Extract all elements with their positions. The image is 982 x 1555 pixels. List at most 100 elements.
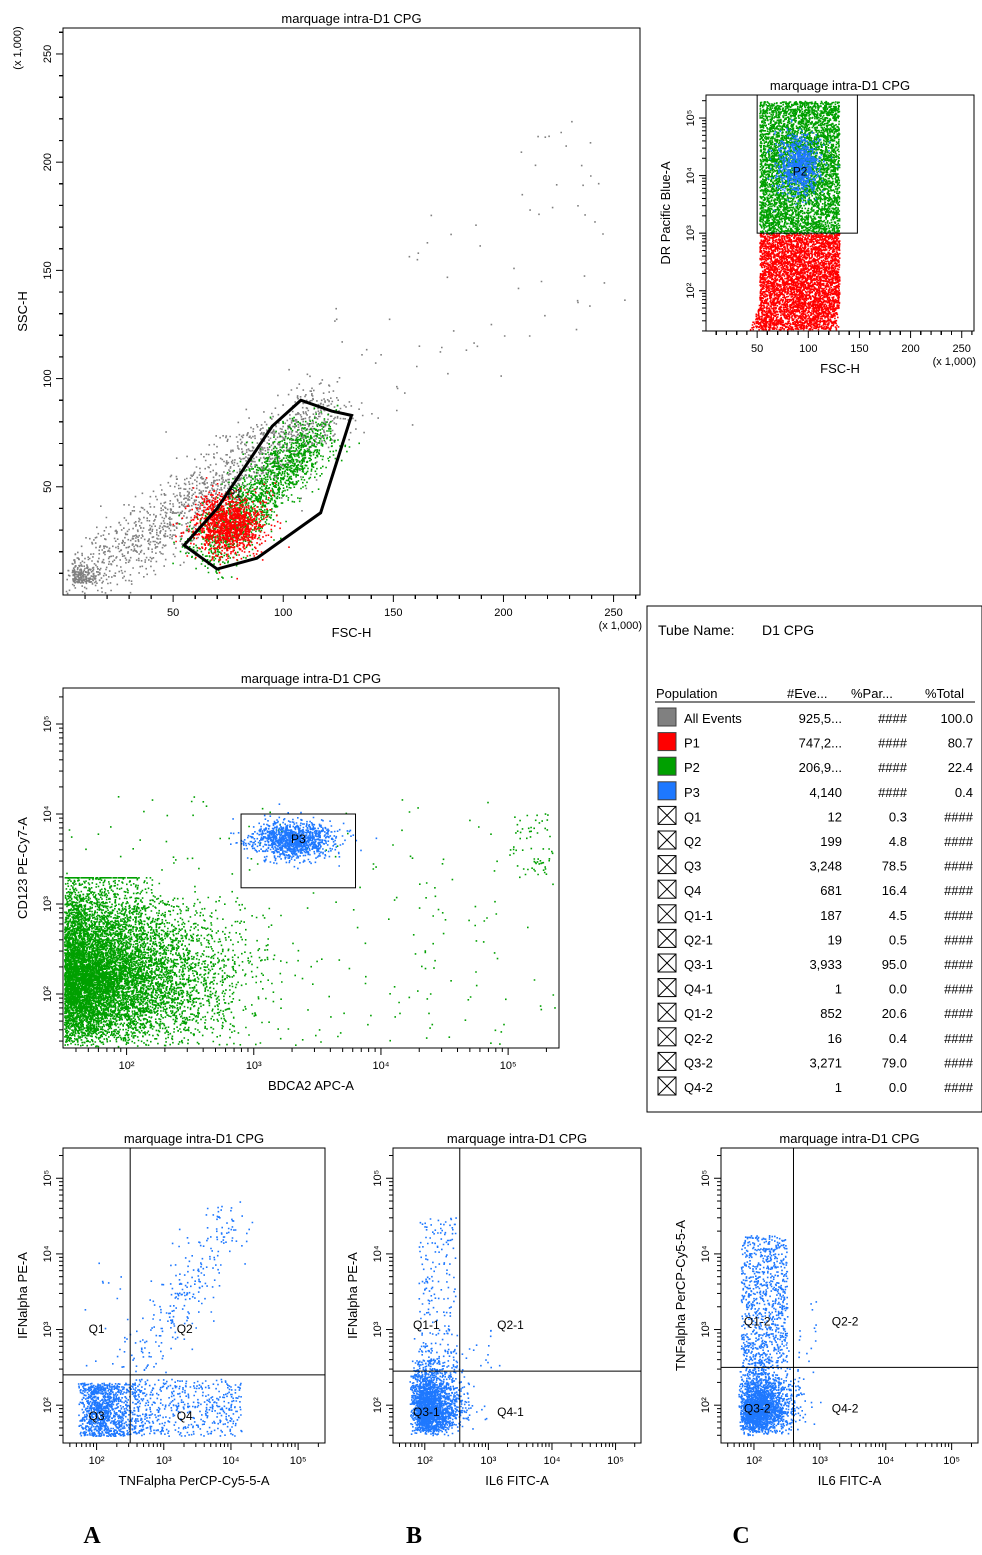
quadrant-label-q1: Q1-2 [744,1314,771,1328]
table-cell-percent-total: #### [944,883,974,898]
population-color-swatch [657,732,677,752]
panel-letter-b: B [406,1523,422,1549]
x-tick-label-main: 250 [604,607,622,619]
table-cell-population: Q1 [684,809,701,824]
x-tick-label-dr: 200 [901,343,919,355]
table-cell-percent-total: 80.7 [948,736,973,751]
table-cell-population: Q3-1 [684,957,713,972]
checkbox-cross-line [657,904,677,924]
y-tick-label-A: 10⁴ [42,1245,54,1262]
x-tick-label-main: 150 [384,607,402,619]
x-axis-label-A: TNFalpha PerCP-Cy5-5-A [119,1473,270,1488]
table-cell-population: Q2-2 [684,1031,713,1046]
table-cell-percent-parent: 95.0 [882,957,907,972]
y-tick-label-C: 10⁴ [700,1245,712,1262]
table-row: Q3 3,248 78.5 #### [657,855,974,875]
table-row: Q2-1 19 0.5 #### [657,928,974,948]
table-cell-percent-total: #### [944,859,974,874]
y-tick-label-dr: 10⁴ [685,167,697,184]
plot-title-C: marquage intra-D1 CPG [779,1131,919,1146]
checkbox-cross-line [657,929,677,948]
table-cell-percent-parent: 78.5 [882,859,907,874]
checkbox-cross-line [657,1027,677,1047]
table-cell-population: P1 [684,736,700,751]
table-cell-events: 925,5... [799,711,842,726]
x-tick-label-dr: 100 [799,343,817,355]
y-tick-label-B: 10⁴ [372,1245,384,1262]
x-tick-label-A: 10⁵ [290,1455,307,1467]
table-cell-population: Q1-1 [684,908,713,923]
table-row: Q4-1 1 0.0 #### [657,978,974,998]
x-tick-label-main: 50 [167,607,179,619]
table-row: P2 206,9... #### 22.4 [657,756,973,776]
y-tick-label-main: 50 [42,481,54,493]
table-row: P1 747,2... #### 80.7 [657,732,973,752]
population-p3-dots [77,1201,254,1437]
y-tick-label-B: 10⁵ [372,1170,384,1187]
tube-name-value: D1 CPG [762,622,814,638]
y-tick-label-A: 10⁵ [42,1170,54,1187]
table-cell-events: 199 [820,834,842,849]
population-p3-dots [766,119,840,212]
x-tick-label-A: 10⁴ [222,1455,239,1467]
table-row: Q3-1 3,933 95.0 #### [657,953,974,973]
table-cell-percent-total: #### [944,908,974,923]
plot-title-B: marquage intra-D1 CPG [447,1131,587,1146]
table-row: All Events 925,5... #### 100.0 [657,707,973,727]
table-cell-events: 3,271 [809,1055,842,1070]
table-cell-percent-parent: 4.5 [889,908,907,923]
y-tick-label-bdca: 10⁴ [42,805,54,822]
y-tick-label-dr: 10⁵ [685,110,697,127]
gate-p3-rect [240,813,357,889]
x-tick-label-bdca: 10³ [246,1060,262,1072]
y-tick-label-bdca: 10³ [42,896,54,912]
plot-quadrant-C: marquage intra-D1 CPG 10² 10³ 10⁴ 10⁵ 10² 10³ 1… [673,1131,979,1488]
table-cell-events: 747,2... [799,736,842,751]
table-cell-events: 19 [828,932,842,947]
x-axis-label-dr: FSC-H [820,361,860,376]
x-unit-label-main: (x 1,000) [599,620,642,632]
table-cell-percent-parent: #### [878,711,908,726]
table-cell-events: 12 [828,809,842,824]
y-axis-label-C: TNFalpha PerCP-Cy5-5-A [673,1220,688,1371]
table-cell-percent-total: #### [944,809,974,824]
table-cell-percent-parent: 79.0 [882,1055,907,1070]
gate-label-p3: P3 [291,832,306,846]
y-tick-label-C: 10² [700,1397,712,1413]
table-column-header: #Eve... [787,686,827,701]
population-p1-dots [749,233,841,331]
x-tick-label-A: 10³ [156,1455,172,1467]
checkbox-cross-line [657,855,677,874]
population-p3-dots [230,803,378,870]
plot-bdca2-cd123: marquage intra-D1 CPG 10² 10³ 10⁴ 10⁵ 10² 10³ 1… [15,671,560,1093]
population-p2-dots [64,796,556,1048]
quadrant-label-q3: Q3-1 [413,1405,440,1419]
panel-letters: A B C [83,1523,749,1549]
x-tick-label-B: 10⁵ [607,1455,624,1467]
table-cell-population: Q4-2 [684,1080,713,1095]
plot-main-fsc-ssc: marquage intra-D1 CPG 50 100 150 200 250 50 100… [12,11,642,640]
table-row: Q1-1 187 4.5 #### [657,904,974,924]
y-tick-label-main: 100 [42,369,54,387]
population-color-swatch [657,756,677,776]
x-tick-label-C: 10⁴ [877,1455,894,1467]
x-axis-label-main: FSC-H [332,625,372,640]
x-tick-label-C: 10² [746,1455,762,1467]
y-unit-label-main: (x 1,000) [12,26,24,69]
plot-quadrant-A: marquage intra-D1 CPG 10² 10³ 10⁴ 10⁵ 10² 10³ 1… [15,1131,326,1488]
y-axis-label-main: SSC-H [15,291,30,331]
x-tick-label-B: 10⁴ [543,1455,560,1467]
table-column-header: %Par... [851,686,893,701]
table-cell-population: Q4-1 [684,982,713,997]
population-color-swatch [657,707,677,727]
table-cell-percent-parent: #### [878,785,908,800]
quadrant-label-q4: Q4-1 [497,1405,524,1419]
table-cell-percent-total: 100.0 [940,711,973,726]
y-tick-label-C: 10³ [700,1321,712,1337]
quadrant-label-q1: Q1-1 [413,1318,440,1332]
gate-label-p2: P2 [793,165,808,179]
table-cell-percent-parent: #### [878,760,908,775]
y-tick-label-bdca: 10⁵ [42,716,54,733]
table-cell-population: All Events [684,711,742,726]
